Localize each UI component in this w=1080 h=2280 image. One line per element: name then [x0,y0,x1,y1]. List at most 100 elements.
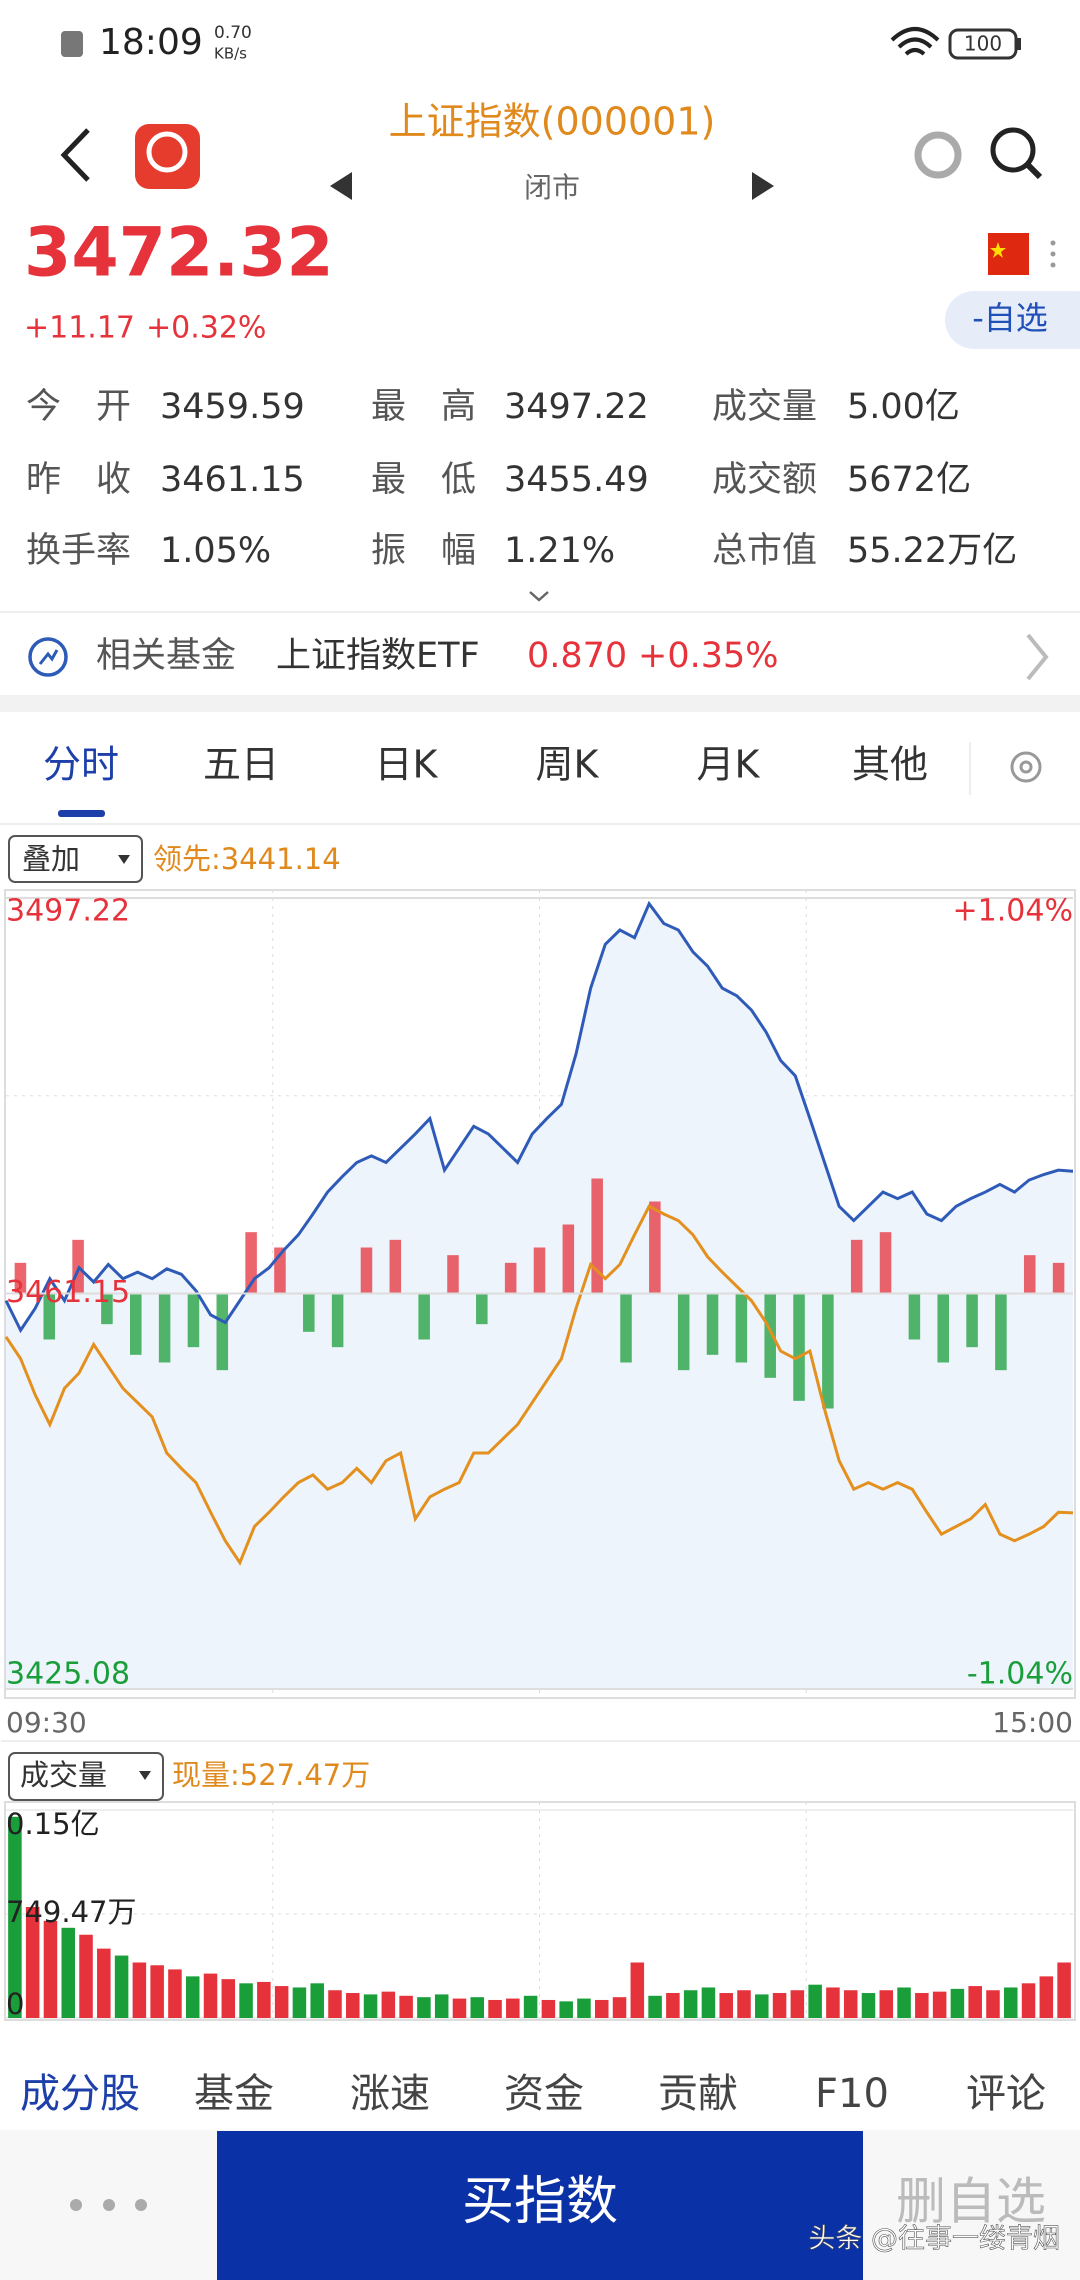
volume-bar [1021,1983,1036,2018]
search-button[interactable] [990,127,1036,173]
fund-label: 相关基金 [96,636,236,676]
expand-chevron[interactable] [529,591,549,602]
volume-bar [292,1987,307,2018]
stat-label: 今 开 [26,387,131,427]
chart-tab[interactable]: 其他 [852,743,928,787]
y-tick-label: 3425.08 [6,1657,130,1692]
volume-bar [25,1906,40,2018]
overlay-box[interactable] [8,835,143,883]
buy-button[interactable]: 买指数 [462,2172,618,2232]
breadth-bar [389,1239,402,1294]
settings-button[interactable] [1010,751,1042,783]
volume-bar [826,1987,840,2018]
y-tick-label: 3497.22 [6,894,130,929]
breadth-bar [14,1262,27,1294]
chart-tab[interactable]: 日K [375,743,439,787]
remove-button[interactable]: 删自选 [896,2173,1046,2231]
flag [988,233,1029,275]
volume-bar [577,1998,591,2018]
volume-bar [630,1962,645,2018]
more-dot[interactable] [70,2199,82,2211]
stat-value: 1.21% [504,531,615,571]
bottom-tab[interactable]: 资金 [504,2071,584,2117]
volume-bar [986,1990,1000,2018]
x-tick-label: 09:30 [6,1706,87,1739]
next-button[interactable] [752,172,774,200]
volume-selector[interactable]: 成交量 [20,1758,107,1792]
breadth-bar [274,1247,286,1294]
volume-box[interactable] [8,1752,164,1801]
back-button[interactable] [60,128,90,182]
more-dot[interactable] [103,2199,115,2211]
change: +11.17 [24,311,135,346]
volume-bar [185,1976,200,2018]
bottom-tab[interactable]: 成分股 [20,2071,140,2117]
volume-bar [150,1965,164,2018]
bottom-tab[interactable]: 基金 [194,2071,274,2117]
breadth-bar [216,1293,229,1371]
breadth-bar [879,1232,892,1294]
volume-bar [808,1984,822,2018]
breadth-bar [447,1255,459,1294]
breadth-bar [476,1293,488,1325]
bottom-tab[interactable]: 贡献 [658,2071,738,2117]
bottom-tab[interactable]: F10 [815,2071,889,2117]
series-line [4,900,1074,1334]
volume-bar [1057,1962,1071,2018]
bottom-tab[interactable]: 涨速 [350,2071,430,2117]
breadth-bar [966,1293,978,1348]
bottom-tab[interactable]: 评论 [966,2071,1046,2117]
volume-bar [843,1990,858,2018]
y2-tick-label: -1.04% [967,1657,1073,1692]
breadth-bar [245,1232,257,1294]
watchlist-button[interactable]: -自选 [972,299,1048,337]
volume-bar [310,1983,324,2018]
volume-bar [168,1969,182,2018]
battery [948,28,1018,60]
chart-tab[interactable]: 周K [536,743,600,787]
volume-bar [1004,1987,1018,2018]
breadth-bar [735,1293,748,1363]
watermark: 头条 @往事一缕青烟 [808,2224,1060,2255]
volume-bar [737,1990,751,2018]
breadth-bar [850,1239,863,1294]
overlay-button[interactable]: 叠加 [22,842,80,876]
price: 3472.32 [24,214,334,293]
volume-bar [915,1993,929,2018]
volume-bar [666,1993,680,2018]
breadth-bar [908,1293,921,1340]
fund-name[interactable]: 上证指数ETF [276,636,480,676]
refresh-button[interactable] [914,131,962,179]
volume-bar [541,1999,556,2018]
volume-bar [879,1990,894,2018]
leading-label: 领先:3441.14 [153,842,341,876]
fund-arrow[interactable] [1026,633,1049,681]
fund-change: +0.35% [638,636,779,676]
volume-bar [968,1986,982,2018]
notification-icon [61,31,83,57]
volume-bar [274,1986,289,2018]
dropdown-arrow [139,1771,151,1780]
volume-bar [399,1995,413,2018]
chart-tab[interactable]: 分时 [43,743,119,787]
breadth-bar [504,1262,517,1294]
chart-tab[interactable]: 五日 [203,743,279,787]
watchlist-pill[interactable] [945,291,1080,349]
breadth-bar [995,1293,1007,1371]
volume-bar [861,1993,876,2018]
fund-price: 0.870 [527,636,627,676]
volume-bar [381,1991,396,2018]
buy-button-bg[interactable] [217,2131,863,2280]
stat-value: 3497.22 [504,387,649,427]
more-dot[interactable] [135,2199,147,2211]
gap-band [0,695,1080,712]
chart-tab[interactable]: 月K [697,743,761,787]
volume-bar [239,1983,253,2018]
volume-bar [559,2001,573,2018]
breadth-bar [158,1293,171,1363]
prev-button[interactable] [330,172,352,200]
volume-bar [61,1927,75,2018]
volume-bar [328,1990,342,2018]
market-status: 闭市 [524,171,580,204]
